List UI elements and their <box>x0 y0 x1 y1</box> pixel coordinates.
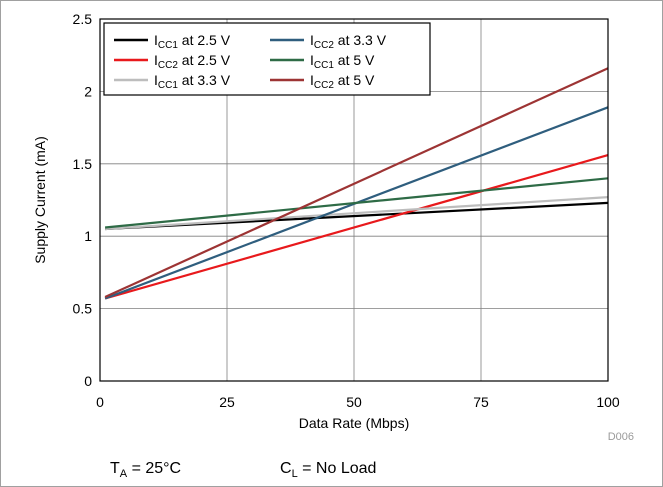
x-tick-label: 100 <box>596 394 620 410</box>
x-tick-label: 75 <box>473 394 489 410</box>
x-tick-label: 25 <box>219 394 235 410</box>
series-line-3 <box>105 196 609 231</box>
legend-label-1: ICC1 at 2.5 V <box>154 32 231 51</box>
x-tick-label: 50 <box>346 394 362 410</box>
test-conditions: TA = 25°C CL = No Load <box>110 460 376 480</box>
legend-label-6: ICC2 at 5 V <box>310 72 375 91</box>
series-line-6 <box>104 67 609 299</box>
x-axis-ticks: 0 25 50 75 100 <box>96 394 620 410</box>
legend-label-2: ICC2 at 2.5 V <box>154 52 231 71</box>
series-line-2 <box>104 154 609 300</box>
y-axis-ticks: 0 0.5 1 1.5 2 2.5 <box>73 11 93 389</box>
series-line-5 <box>104 177 609 229</box>
y-tick-label: 2.5 <box>73 11 93 27</box>
x-axis-title: Data Rate (Mbps) <box>299 415 409 431</box>
y-tick-label: 2 <box>84 83 92 99</box>
y-tick-label: 1.5 <box>73 156 93 172</box>
y-tick-label: 0.5 <box>73 301 93 317</box>
series-lines <box>104 67 609 300</box>
y-axis-title: Supply Current (mA) <box>32 136 48 264</box>
y-tick-label: 1 <box>84 228 92 244</box>
figure-code: D006 <box>608 431 634 443</box>
x-tick-label: 0 <box>96 394 104 410</box>
legend-box <box>103 22 431 96</box>
condition-2: CL = No Load <box>280 460 376 480</box>
condition-1: TA = 25°C <box>110 460 181 480</box>
legend-label-5: ICC1 at 5 V <box>310 52 375 71</box>
plot-area-border <box>99 18 609 382</box>
legend-label-4: ICC2 at 3.3 V <box>310 32 387 51</box>
y-tick-label: 0 <box>84 373 92 389</box>
legend-label-3: ICC1 at 3.3 V <box>154 72 231 91</box>
